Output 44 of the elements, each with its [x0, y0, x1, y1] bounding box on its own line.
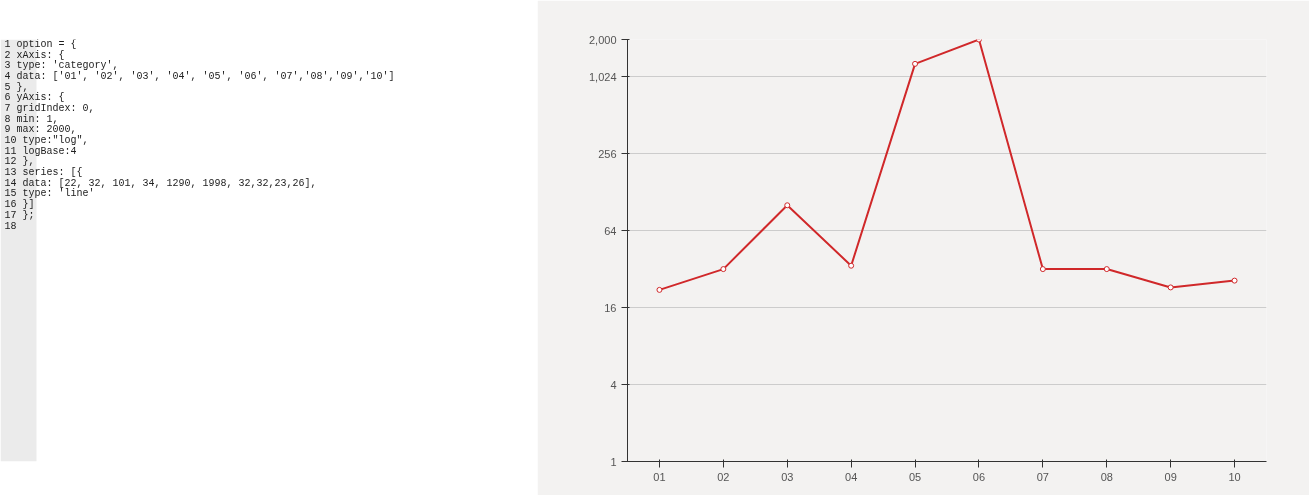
text: 11 logBase:4: [4, 145, 77, 157]
text: 17 };: [4, 209, 35, 221]
y-tick-label: 2,000: [588, 33, 617, 46]
text: 3 type: 'category',: [4, 60, 119, 72]
point: [1167, 284, 1174, 291]
point: [1231, 277, 1238, 284]
text: 4 data: ['01', '02', '03', '04', '05', '06', '07','08','09','10']: [4, 71, 395, 83]
x-tick-label: 07: [1036, 470, 1049, 483]
y-tick-label: 256: [598, 147, 617, 160]
point: [848, 262, 855, 269]
y-tick-label: 16: [604, 301, 617, 314]
text: 18: [4, 221, 17, 233]
text: 13 series: [{: [4, 166, 83, 178]
text: 14 data: [22, 32, 101, 34, 1290, 1998, 32,32,23,26],: [4, 177, 317, 189]
x-tick-label: 03: [781, 470, 794, 483]
x-tick-label: 06: [972, 470, 986, 483]
point: [1103, 266, 1110, 273]
text: 12 },: [4, 156, 35, 168]
x-tick-label: 10: [1228, 470, 1241, 483]
text: 8 min: 1,: [4, 113, 59, 125]
point: [720, 266, 727, 273]
text: 7 gridIndex: 0,: [4, 103, 95, 115]
text: 6 yAxis: {: [4, 92, 65, 104]
text: 1 option = {: [4, 39, 77, 51]
text: 16 }]: [4, 198, 35, 210]
point: [656, 286, 663, 293]
y-tick-label: 4: [610, 378, 617, 391]
y-tick-label: 64: [604, 224, 617, 237]
y-tick-label: 1: [610, 455, 617, 468]
text: 15 type: 'line': [4, 188, 95, 200]
x-tick-label: 05: [908, 470, 922, 483]
y-tick-label: 1,024: [588, 70, 617, 83]
text: 2 xAxis: {: [4, 49, 65, 61]
x-tick-label: 01: [653, 470, 666, 483]
text: 9 max: 2000,: [4, 124, 77, 136]
x-tick-label: 02: [717, 470, 730, 483]
point: [1039, 266, 1046, 273]
text: 5 },: [4, 81, 29, 93]
point: [912, 60, 919, 67]
x-tick-label: 04: [845, 470, 858, 483]
x-tick-label: 09: [1164, 470, 1177, 483]
x-tick-label: 08: [1100, 470, 1113, 483]
text: 10 type:"log",: [4, 135, 89, 147]
point: [784, 202, 791, 209]
